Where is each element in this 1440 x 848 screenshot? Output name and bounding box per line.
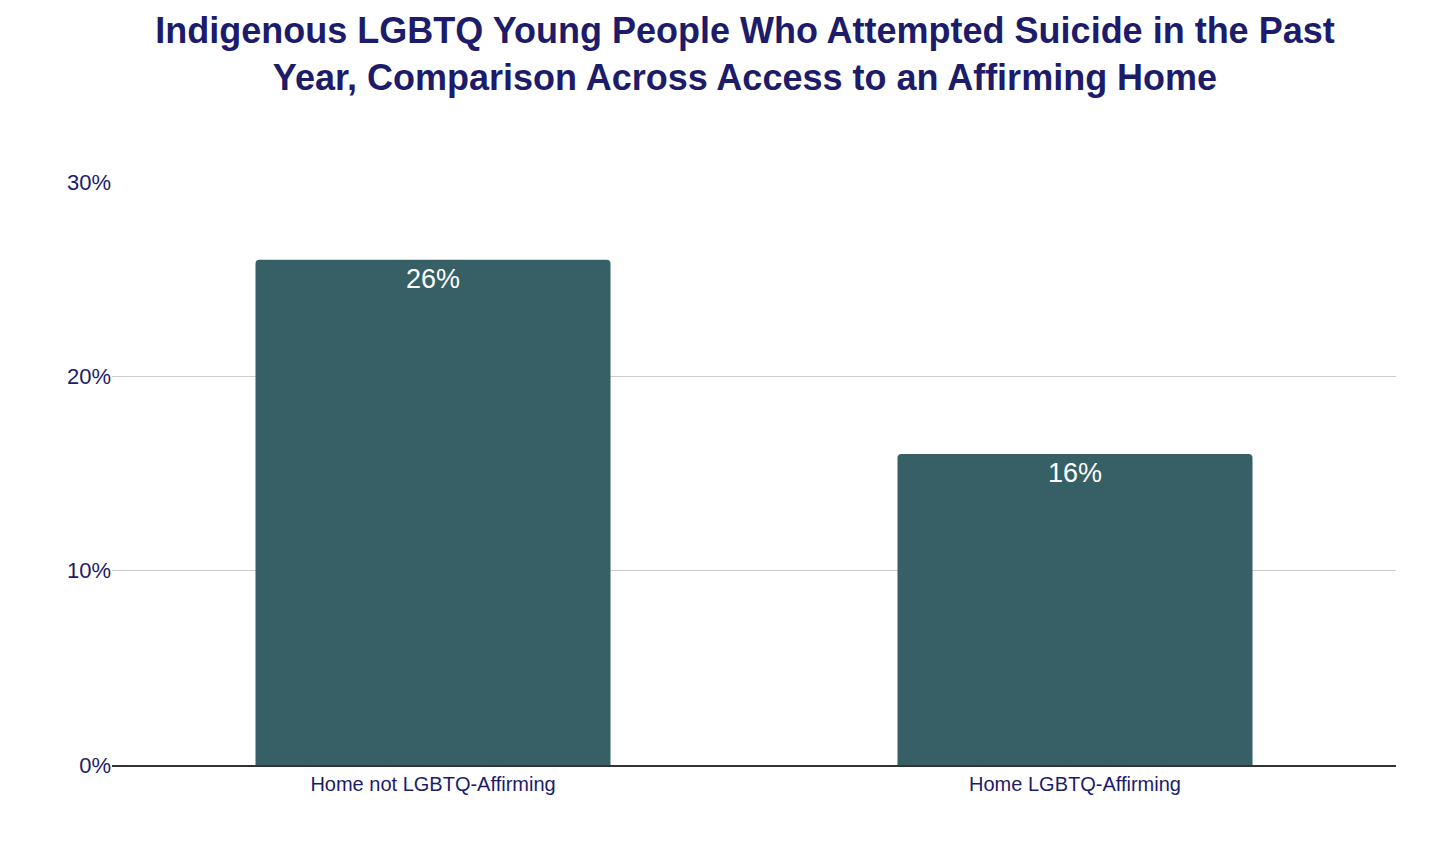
svg-text:0%: 0% <box>79 753 111 778</box>
svg-text:10%: 10% <box>67 558 111 583</box>
svg-text:20%: 20% <box>67 364 111 389</box>
svg-text:Home not LGBTQ-Affirming: Home not LGBTQ-Affirming <box>310 773 555 795</box>
svg-text:Indigenous LGBTQ Young People: Indigenous LGBTQ Young People Who Attemp… <box>155 10 1334 98</box>
svg-text:26%: 26% <box>406 264 460 294</box>
svg-text:30%: 30% <box>67 170 111 195</box>
svg-text:16%: 16% <box>1048 458 1102 488</box>
svg-text:Home LGBTQ-Affirming: Home LGBTQ-Affirming <box>969 773 1181 795</box>
